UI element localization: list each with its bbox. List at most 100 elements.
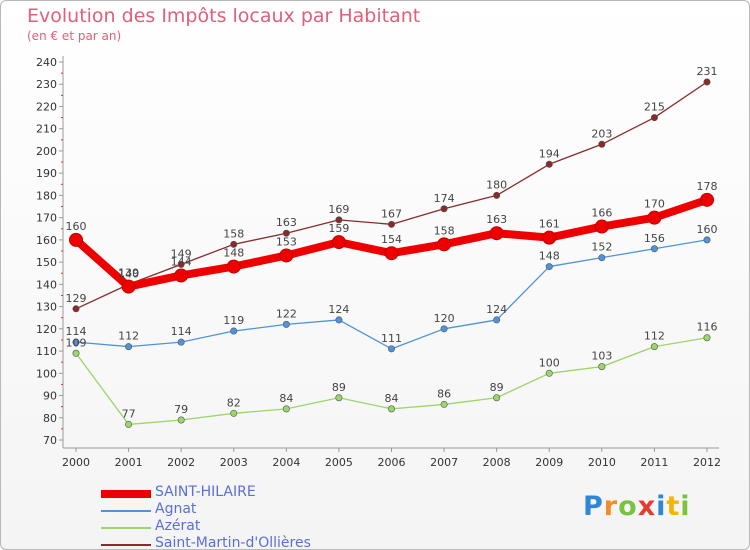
data-point-saint-hilaire bbox=[437, 237, 452, 252]
data-label-saint-hilaire: 159 bbox=[328, 222, 349, 235]
legend-label: Azérat bbox=[155, 518, 201, 534]
data-point-az-rat bbox=[177, 416, 185, 424]
legend-swatch bbox=[101, 510, 151, 512]
data-label-agnat: 112 bbox=[118, 330, 139, 343]
x-tick-label: 2006 bbox=[378, 456, 406, 469]
data-point-agnat bbox=[493, 316, 501, 324]
data-label-saint-hilaire: 153 bbox=[276, 235, 297, 248]
data-label-saint-hilaire: 178 bbox=[697, 180, 718, 193]
data-label-agnat: 124 bbox=[486, 303, 507, 316]
data-label-saint-hilaire: 154 bbox=[381, 233, 402, 246]
data-label-saint-martin-d-olli-res: 203 bbox=[591, 127, 612, 140]
data-point-az-rat bbox=[650, 343, 658, 351]
data-point-az-rat bbox=[230, 409, 238, 417]
data-point-agnat bbox=[125, 343, 133, 351]
data-label-agnat: 122 bbox=[276, 307, 297, 320]
y-tick-label: 190 bbox=[36, 167, 57, 180]
data-label-az-rat: 84 bbox=[385, 392, 399, 405]
data-point-saint-hilaire bbox=[542, 230, 557, 245]
data-point-saint-hilaire bbox=[69, 232, 83, 247]
data-label-agnat: 148 bbox=[539, 250, 560, 263]
data-point-agnat bbox=[72, 338, 80, 346]
logo-letter: P bbox=[583, 491, 604, 522]
data-label-saint-hilaire: 144 bbox=[171, 255, 192, 268]
data-point-saint-martin-d-olli-res bbox=[230, 240, 238, 248]
data-label-az-rat: 79 bbox=[174, 403, 188, 416]
legend-label: SAINT-HILAIRE bbox=[155, 484, 256, 500]
data-label-saint-martin-d-olli-res: 140 bbox=[118, 267, 139, 280]
data-label-saint-hilaire: 148 bbox=[223, 247, 244, 260]
data-point-saint-hilaire bbox=[489, 226, 504, 241]
data-point-agnat bbox=[545, 263, 553, 271]
logo-letter: o bbox=[618, 491, 638, 522]
chart-subtitle: (en € et par an) bbox=[27, 29, 122, 43]
series-points bbox=[69, 78, 714, 428]
data-point-saint-martin-d-olli-res bbox=[650, 114, 658, 122]
legend-swatch bbox=[101, 527, 151, 529]
data-point-agnat bbox=[177, 338, 185, 346]
data-label-saint-martin-d-olli-res: 158 bbox=[223, 227, 244, 240]
data-point-saint-martin-d-olli-res bbox=[493, 191, 501, 199]
legend-swatch bbox=[101, 490, 151, 498]
data-label-saint-martin-d-olli-res: 174 bbox=[434, 192, 455, 205]
data-label-az-rat: 84 bbox=[279, 392, 293, 405]
y-tick-label: 80 bbox=[43, 412, 57, 425]
data-label-saint-hilaire: 166 bbox=[591, 207, 612, 220]
data-label-agnat: 156 bbox=[644, 232, 665, 245]
data-label-agnat: 120 bbox=[434, 312, 455, 325]
y-tick-label: 230 bbox=[36, 78, 57, 91]
data-point-agnat bbox=[230, 327, 238, 335]
x-tick-label: 2009 bbox=[535, 456, 563, 469]
data-label-agnat: 152 bbox=[591, 241, 612, 254]
logo-letter: r bbox=[603, 491, 619, 522]
x-tick-label: 2002 bbox=[167, 456, 195, 469]
y-tick-label: 100 bbox=[36, 367, 57, 380]
x-tick-label: 2005 bbox=[325, 456, 353, 469]
y-tick-label: 70 bbox=[43, 434, 57, 447]
logo-letter: x bbox=[637, 491, 657, 522]
data-point-saint-hilaire bbox=[700, 192, 714, 207]
y-tick-label: 150 bbox=[36, 256, 57, 269]
y-tick-label: 220 bbox=[36, 100, 57, 113]
data-point-saint-martin-d-olli-res bbox=[598, 140, 606, 148]
y-tick-label: 120 bbox=[36, 323, 57, 336]
proxiti-logo: Proxiti bbox=[583, 491, 691, 522]
data-label-az-rat: 103 bbox=[591, 350, 612, 363]
data-point-az-rat bbox=[72, 349, 80, 357]
data-point-saint-martin-d-olli-res bbox=[387, 220, 395, 228]
x-tick-label: 2007 bbox=[430, 456, 458, 469]
data-point-az-rat bbox=[282, 405, 290, 413]
data-label-agnat: 111 bbox=[381, 332, 402, 345]
data-point-saint-martin-d-olli-res bbox=[440, 205, 448, 213]
y-tick-label: 170 bbox=[36, 212, 57, 225]
axes: 7080901001101201301401501601701801902002… bbox=[36, 56, 721, 469]
data-label-agnat: 160 bbox=[697, 223, 718, 236]
y-tick-label: 110 bbox=[36, 345, 57, 358]
data-label-saint-martin-d-olli-res: 169 bbox=[328, 203, 349, 216]
x-tick-label: 2010 bbox=[588, 456, 616, 469]
data-label-saint-martin-d-olli-res: 167 bbox=[381, 207, 402, 220]
data-point-saint-hilaire bbox=[121, 279, 136, 294]
y-tick-label: 160 bbox=[36, 234, 57, 247]
data-point-saint-hilaire bbox=[174, 268, 189, 283]
data-label-saint-hilaire: 160 bbox=[66, 220, 87, 233]
data-point-agnat bbox=[650, 245, 658, 253]
data-point-saint-hilaire bbox=[279, 248, 294, 263]
data-point-az-rat bbox=[440, 400, 448, 408]
data-label-az-rat: 100 bbox=[539, 356, 560, 369]
x-tick-label: 2003 bbox=[220, 456, 248, 469]
data-point-saint-hilaire bbox=[647, 210, 662, 225]
data-label-saint-hilaire: 170 bbox=[644, 198, 665, 211]
data-label-saint-hilaire: 163 bbox=[486, 213, 507, 226]
data-label-saint-martin-d-olli-res: 149 bbox=[171, 247, 192, 260]
data-point-saint-hilaire bbox=[331, 235, 346, 250]
data-label-az-rat: 89 bbox=[490, 381, 504, 394]
logo-letter: t bbox=[666, 491, 681, 522]
x-tick-label: 2008 bbox=[483, 456, 511, 469]
data-point-saint-martin-d-olli-res bbox=[545, 160, 553, 168]
y-tick-label: 90 bbox=[43, 390, 57, 403]
data-point-agnat bbox=[387, 345, 395, 353]
data-label-az-rat: 77 bbox=[122, 407, 136, 420]
data-point-az-rat bbox=[335, 394, 343, 402]
